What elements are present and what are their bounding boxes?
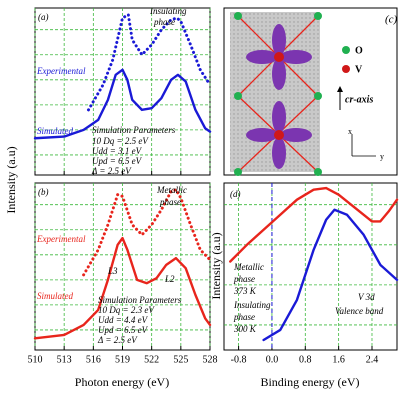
annotation: Valence band [335,306,384,316]
x-tick-label: 0.0 [266,354,279,365]
series-label: Experimental [36,66,86,76]
x-tick-label: 519 [115,354,130,365]
series-label: Simulated [37,126,73,136]
annotation: Upd = 6.5 eV [92,156,143,166]
o-atoms [234,12,322,176]
y-axis-label: Intensity (a.u) [209,232,223,299]
annotation: Insulating [233,300,271,310]
x-axis-label: Binding energy (eV) [260,375,359,389]
annotation: Δ = 2.5 eV [97,335,138,345]
legend-o [342,46,350,54]
annotation: (b) [38,187,49,197]
annotation: Upd = 6.5 eV [98,325,149,335]
annotation: (a) [38,12,49,22]
series-label: Simulated [37,291,73,301]
x-tick-label: 513 [57,354,72,365]
x-tick-label: 522 [144,354,159,365]
x-tick-label: 2.4 [366,354,379,365]
x-axis-label: Photon energy (eV) [75,375,169,389]
annotation: Metallic [156,185,187,195]
x-tick-label: 0.8 [299,354,312,365]
axis-y: y [380,152,384,161]
x-tick-label: -0.8 [231,354,247,365]
annotation: Simulation Parameters [98,295,182,305]
annotation: phase [233,312,255,322]
annotation: 10 Dq = 2.3 eV [98,305,155,315]
x-tick-label: 1.6 [332,354,345,365]
annotation: V 3d [358,292,375,302]
series-line [229,186,399,263]
annotation: phase [233,274,255,284]
legend-text: O [355,45,363,56]
arrow-head [337,86,343,92]
series-line [262,208,399,342]
annotation: Insulating [149,6,187,16]
axis-x: x [348,127,352,136]
axis-label: cr-axis [345,94,373,105]
annotation: Metallic [233,262,264,272]
x-tick-label: 510 [28,354,43,365]
annotation: 10 Dq = 2.5 eV [92,136,149,146]
x-tick-label: 525 [173,354,188,365]
legend-v [342,65,350,73]
annotation: phase [159,197,181,207]
annotation: 300 K [233,324,257,334]
annotation: L2 [164,274,175,284]
orbitals [246,24,312,169]
annotation: L3 [107,266,118,276]
x-tick-label: 528 [203,354,218,365]
annotation: Udd = 4.4 eV [98,315,149,325]
y-axis-label: Intensity (a.u) [4,146,18,213]
annotation: phase [153,17,175,27]
series-line [33,236,212,340]
annotation: Simulation Parameters [92,125,176,135]
series-line [33,68,212,140]
series-line [86,13,212,112]
annotation: (d) [230,189,241,199]
annotation: Udd = 3.1 eV [92,146,143,156]
x-tick-label: 516 [86,354,101,365]
v-atoms [274,52,284,140]
annotation: Δ = 2.5 eV [91,166,132,176]
series-label: Experimental [36,234,86,244]
panel-frame [223,182,398,351]
panel-label: (c) [385,14,398,26]
series-line [82,188,212,277]
annotation: 373 K [233,286,257,296]
panel-c: (c) O V cr-axis x y [223,7,398,176]
legend-text: V [355,64,363,75]
